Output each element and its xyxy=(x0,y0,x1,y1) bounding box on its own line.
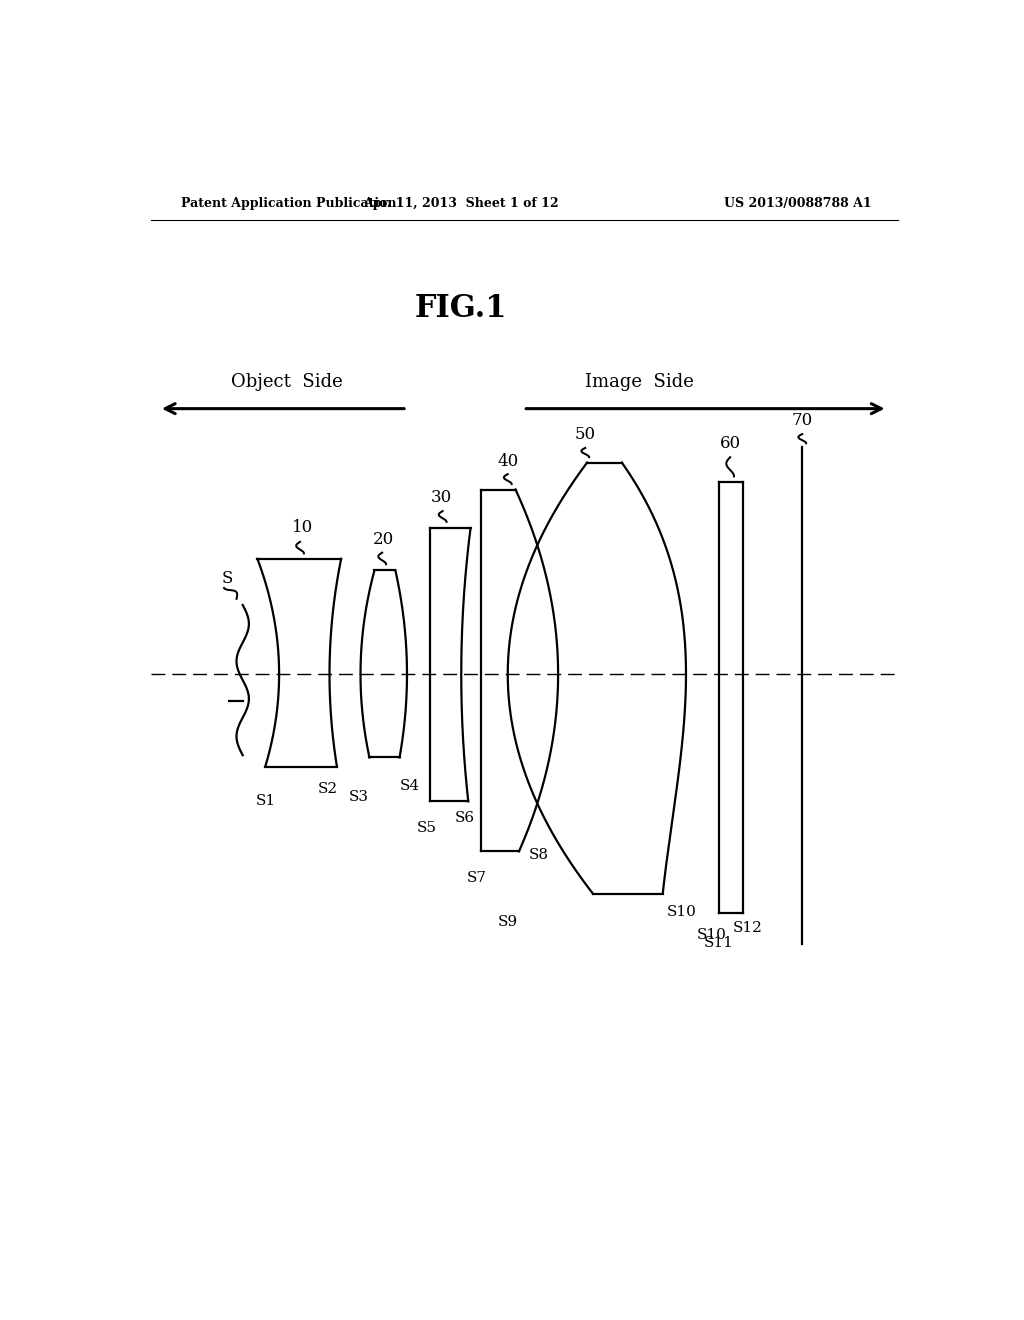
Text: S5: S5 xyxy=(417,821,437,834)
Text: Image  Side: Image Side xyxy=(585,372,694,391)
Text: Object  Side: Object Side xyxy=(231,372,343,391)
Text: 10: 10 xyxy=(292,520,313,536)
Text: S: S xyxy=(221,569,232,586)
Text: 30: 30 xyxy=(431,488,453,506)
Text: S6: S6 xyxy=(455,812,475,825)
Text: Patent Application Publication: Patent Application Publication xyxy=(180,197,396,210)
Text: US 2013/0088788 A1: US 2013/0088788 A1 xyxy=(724,197,872,210)
Text: S1: S1 xyxy=(256,793,276,808)
Text: S9: S9 xyxy=(498,915,518,928)
Text: S11: S11 xyxy=(703,936,733,950)
Text: 70: 70 xyxy=(792,412,813,429)
Text: S10: S10 xyxy=(696,928,726,942)
Text: 40: 40 xyxy=(497,453,518,470)
Text: Apr. 11, 2013  Sheet 1 of 12: Apr. 11, 2013 Sheet 1 of 12 xyxy=(364,197,559,210)
Text: S8: S8 xyxy=(528,847,549,862)
Text: 50: 50 xyxy=(574,425,596,442)
Text: S2: S2 xyxy=(317,781,338,796)
Text: S10: S10 xyxy=(668,906,697,919)
Text: S4: S4 xyxy=(399,779,420,793)
Text: S3: S3 xyxy=(349,789,369,804)
Text: 60: 60 xyxy=(720,434,740,451)
Text: S7: S7 xyxy=(467,871,486,884)
Text: FIG.1: FIG.1 xyxy=(415,293,508,323)
Text: S12: S12 xyxy=(733,921,763,935)
Text: 20: 20 xyxy=(373,531,394,548)
